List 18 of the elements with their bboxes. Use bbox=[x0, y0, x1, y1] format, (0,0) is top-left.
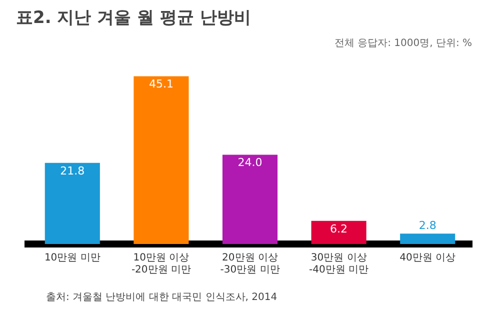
chart-title: 표2. 지난 겨울 월 평균 난방비 bbox=[16, 7, 251, 29]
chart-subtitle: 전체 응답자: 1000명, 단위: % bbox=[334, 37, 472, 50]
bar bbox=[222, 154, 278, 244]
data-label: 21.8 bbox=[60, 164, 85, 178]
bar bbox=[311, 220, 366, 244]
x-tick-label: 10만원 미만 bbox=[44, 252, 100, 264]
bar bbox=[134, 76, 189, 244]
x-tick-label: 10만원 이상 -20만원 미만 bbox=[131, 252, 191, 276]
x-tick-label: 20만원 이상 -30만원 미만 bbox=[220, 252, 280, 276]
x-tick-label: 30만원 이상 -40만원 미만 bbox=[309, 252, 369, 276]
bar bbox=[44, 162, 100, 244]
x-tick-label: 40만원 이상 bbox=[400, 252, 456, 264]
data-label: 2.8 bbox=[418, 218, 436, 232]
data-label: 6.2 bbox=[330, 222, 348, 236]
data-label: 24.0 bbox=[238, 156, 262, 170]
source-note: 출처: 겨울철 난방비에 대한 대국민 인식조사, 2014 bbox=[46, 291, 278, 304]
bar bbox=[400, 234, 456, 244]
data-label: 45.1 bbox=[148, 78, 174, 91]
